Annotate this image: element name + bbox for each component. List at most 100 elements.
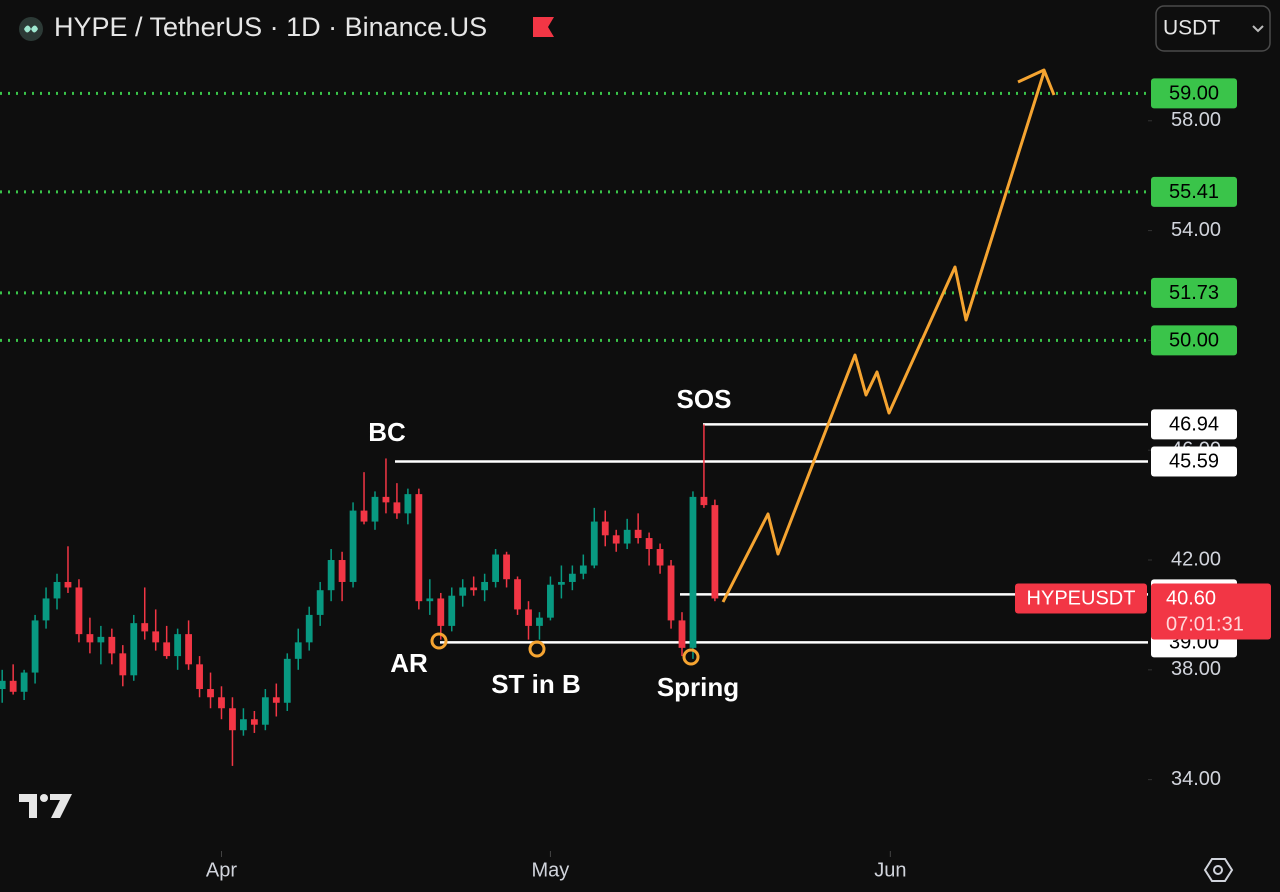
settings-hex [1203, 858, 1234, 882]
candle-body [349, 510, 357, 582]
candle-body [261, 697, 269, 725]
annotation: ST in B [491, 669, 581, 699]
candle-body [130, 623, 138, 676]
candle-body [547, 584, 554, 618]
candle-body [678, 620, 686, 648]
candle-body [218, 697, 225, 709]
candle-body [163, 642, 171, 657]
countdown: 07:01:31 [1166, 614, 1244, 636]
candle-body [481, 581, 489, 591]
grid: Apr May Jun [206, 120, 1152, 881]
y-tick-label: 58.00 [1171, 109, 1221, 131]
y-tick-label: 38.00 [1171, 658, 1221, 680]
candle-body [645, 538, 653, 550]
candle-body [601, 521, 609, 536]
candle-body [229, 708, 236, 731]
projection-path [721, 71, 1046, 603]
candle-body [689, 496, 697, 648]
candle-body [283, 658, 291, 703]
candle-body [667, 565, 675, 621]
candle-body [75, 587, 83, 635]
symbol-logo-mark [24, 25, 38, 33]
candle-body [503, 554, 510, 580]
candle-body [272, 697, 280, 703]
currency-dropdown[interactable] [1155, 5, 1271, 52]
candle-body [612, 535, 620, 544]
annotation: BC [368, 417, 406, 447]
candle-body [448, 595, 456, 626]
settings-icon[interactable] [1203, 858, 1234, 882]
candle-body [514, 579, 521, 610]
flag-icon [533, 17, 554, 37]
candle-body [9, 680, 17, 692]
candle-body [579, 565, 587, 574]
candle-body [108, 636, 116, 654]
logo-part [40, 794, 48, 802]
candle-body [196, 664, 203, 690]
range-label: 46.94 [1169, 414, 1219, 436]
candle-body [557, 581, 565, 585]
candle-body [656, 549, 664, 566]
candles [0, 424, 719, 766]
candle-body [338, 560, 346, 582]
dropdown-caret [1252, 25, 1264, 33]
range-label-box [1151, 409, 1237, 440]
candle-body [382, 496, 390, 503]
settings-dot [1213, 865, 1223, 875]
x-tick-label: Jun [874, 859, 906, 881]
candle-body [152, 631, 160, 643]
candle-body [31, 620, 39, 673]
candle-body [700, 496, 708, 506]
target-label-box [1151, 176, 1237, 207]
candle-body [174, 634, 182, 657]
range-label-box [1151, 446, 1237, 477]
last-price-symbol: HYPEUSDT [1027, 588, 1136, 610]
target-label-box [1151, 325, 1237, 356]
candle-body [86, 634, 94, 643]
candle-body [470, 587, 478, 591]
marker-circle [682, 648, 700, 666]
candle-body [623, 529, 631, 544]
candle-body [42, 598, 50, 621]
price-labels: 34.0038.0042.0046.0050.0054.0058.0059.00… [1015, 78, 1271, 790]
tv-logo [19, 794, 72, 818]
candle-body [568, 573, 576, 582]
candle-body [207, 689, 214, 698]
last-price-symbol-box [1015, 583, 1147, 614]
candle-body [426, 598, 434, 602]
annotation: SOS [677, 384, 732, 414]
candle-body [634, 529, 642, 539]
x-tick-label: May [532, 859, 570, 881]
y-tick-label: 42.00 [1171, 548, 1221, 570]
y-tick-label: 34.00 [1171, 768, 1221, 790]
candle-body [525, 609, 532, 626]
candle-body [360, 510, 368, 522]
candle-body [20, 672, 28, 692]
target-label: 50.00 [1169, 330, 1219, 352]
annotation: AR [390, 648, 428, 678]
candle-body [492, 554, 500, 582]
range-label: 45.59 [1169, 451, 1219, 473]
x-tick-label: Apr [206, 859, 237, 881]
candle-body [711, 505, 719, 599]
candle-body [97, 636, 105, 643]
candle-body [294, 642, 302, 659]
logo-part [19, 794, 37, 818]
marker-circle [430, 632, 448, 650]
target-label: 55.41 [1169, 181, 1219, 203]
target-label-box [1151, 277, 1237, 308]
header: HYPE / TetherUS · 1D · Binance.US USDT [19, 5, 1271, 52]
y-tick-label: 54.00 [1171, 219, 1221, 241]
last-price-box [1151, 583, 1271, 640]
target-label: 51.73 [1169, 282, 1219, 304]
candle-body [119, 653, 127, 676]
candle-body [141, 623, 149, 632]
candle-body [327, 560, 335, 591]
candle-body [404, 494, 412, 514]
candle-body [459, 587, 467, 596]
candle-body [316, 590, 324, 615]
target-label-box [1151, 78, 1237, 109]
